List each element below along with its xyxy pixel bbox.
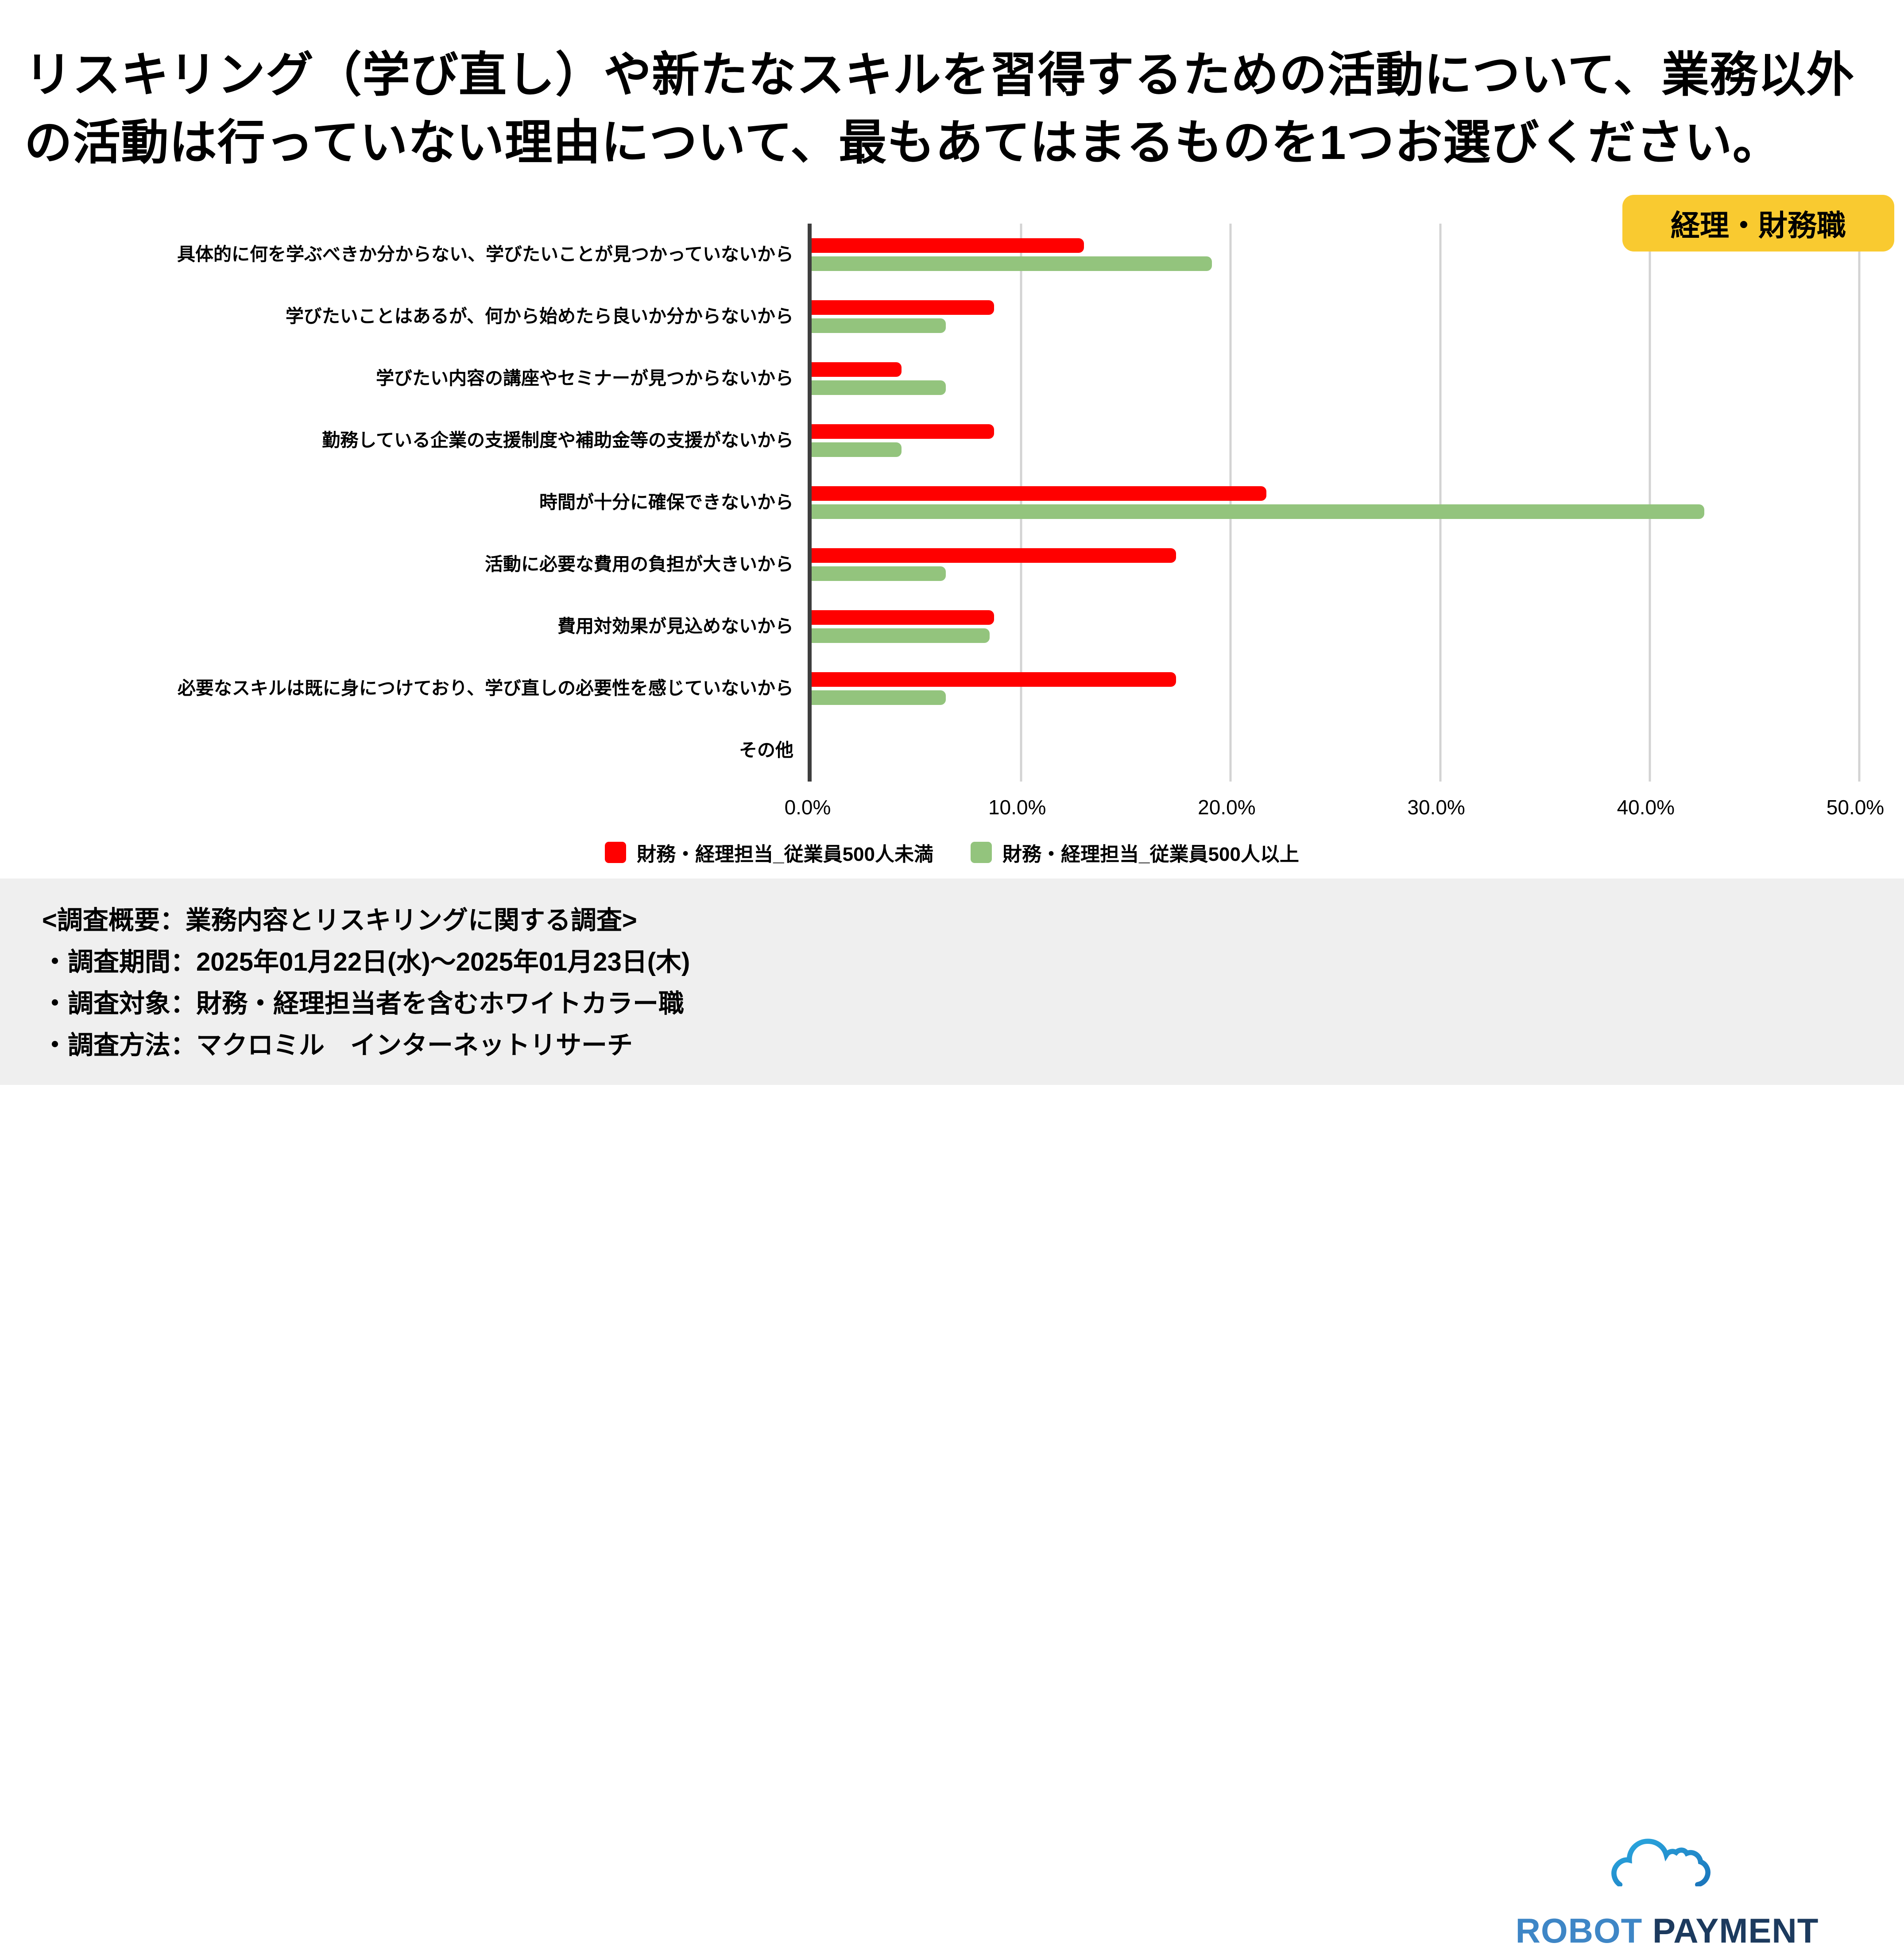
grid-line bbox=[1649, 224, 1651, 782]
bar-under-500 bbox=[812, 300, 994, 315]
category-label: 具体的に何を学ぶべきか分からない、学びたいことが見つかっていないから bbox=[177, 244, 793, 265]
bar-under-500 bbox=[812, 672, 1176, 687]
bar-under-500 bbox=[812, 238, 1084, 253]
x-axis-tick-labels: 0.0% 10.0% 20.0% 30.0% 40.0% 50.0% bbox=[785, 795, 1885, 824]
survey-summary-footer: <調査概要：業務内容とリスキリングに関する調査> ・調査期間：2025年01月2… bbox=[0, 879, 1904, 1950]
x-tick-label: 10.0% bbox=[988, 796, 1046, 819]
bar-row bbox=[812, 224, 1859, 286]
x-tick-label: 50.0% bbox=[1826, 796, 1885, 819]
legend-item: 財務・経理担当_従業員500人未満 bbox=[605, 838, 933, 867]
bar-over-500 bbox=[812, 256, 1212, 271]
bar-row bbox=[812, 472, 1859, 534]
bar-row bbox=[812, 348, 1859, 410]
cloud-icon bbox=[1611, 1839, 1711, 1886]
bar-over-500 bbox=[812, 504, 1704, 519]
grid-line bbox=[1858, 224, 1861, 782]
bar-under-500 bbox=[812, 610, 994, 625]
bar-chart-plot-area bbox=[808, 224, 1861, 782]
x-tick-label: 0.0% bbox=[784, 796, 831, 819]
grid-line bbox=[1020, 224, 1022, 782]
grid-line bbox=[1229, 224, 1232, 782]
x-tick-label: 30.0% bbox=[1407, 796, 1465, 819]
survey-method-line: ・調査方法：マクロミル インターネットリサーチ bbox=[42, 1031, 633, 1060]
chart-legend: 財務・経理担当_従業員500人未満 財務・経理担当_従業員500人以上 bbox=[0, 838, 1904, 867]
bar-over-500 bbox=[812, 442, 902, 457]
bar-under-500 bbox=[812, 424, 994, 439]
survey-target-line: ・調査対象：財務・経理担当者を含むホワイトカラー職 bbox=[42, 989, 685, 1018]
survey-summary-text: <調査概要：業務内容とリスキリングに関する調査> ・調査期間：2025年01月2… bbox=[42, 900, 690, 1066]
bar-row bbox=[812, 596, 1859, 658]
bar-row bbox=[812, 410, 1859, 472]
page-title: リスキリング（学び直し）や新たなスキルを習得するための活動について、業務以外の活… bbox=[24, 48, 1855, 170]
bar-rows bbox=[812, 224, 1859, 782]
legend-label: 財務・経理担当_従業員500人未満 bbox=[637, 844, 933, 865]
bar-under-500 bbox=[812, 362, 902, 377]
category-label: 必要なスキルは既に身につけており、学び直しの必要性を感じていないから bbox=[177, 678, 793, 699]
bar-over-500 bbox=[812, 380, 946, 395]
legend-label: 財務・経理担当_従業員500人以上 bbox=[1002, 844, 1299, 865]
category-label: 勤務している企業の支援制度や補助金等の支援がないから bbox=[322, 430, 793, 451]
category-label: 費用対効果が見込めないから bbox=[557, 616, 793, 637]
category-label: 活動に必要な費用の負担が大きいから bbox=[485, 554, 793, 575]
x-tick-label: 20.0% bbox=[1198, 796, 1256, 819]
x-tick-label: 40.0% bbox=[1617, 796, 1675, 819]
bar-row bbox=[812, 720, 1859, 782]
category-label: 学びたいことはあるが、何から始めたら良いか分からないから bbox=[285, 306, 793, 327]
category-label: 学びたい内容の講座やセミナーが見つからないから bbox=[376, 368, 793, 389]
logo-text: ROBOT PAYMENT bbox=[1492, 1911, 1842, 1951]
bar-under-500 bbox=[812, 548, 1176, 563]
bar-over-500 bbox=[812, 566, 946, 581]
legend-swatch bbox=[971, 842, 992, 863]
grid-line bbox=[1439, 224, 1442, 782]
logo-robot-text: ROBOT bbox=[1515, 1911, 1643, 1950]
category-label: その他 bbox=[739, 740, 793, 761]
legend-swatch bbox=[605, 842, 627, 863]
legend-item: 財務・経理担当_従業員500人以上 bbox=[971, 838, 1299, 867]
bar-over-500 bbox=[812, 690, 946, 705]
job-category-badge: 経理・財務職 bbox=[1622, 195, 1894, 252]
survey-period-line: ・調査期間：2025年01月22日(水)～2025年01月23日(木) bbox=[42, 948, 690, 976]
bar-row bbox=[812, 658, 1859, 720]
category-label: 時間が十分に確保できないから bbox=[539, 492, 793, 513]
bar-under-500 bbox=[812, 486, 1266, 501]
robot-payment-logo: ROBOT PAYMENT bbox=[1492, 1829, 1842, 1951]
bar-over-500 bbox=[812, 628, 990, 643]
logo-payment-text: PAYMENT bbox=[1652, 1911, 1819, 1950]
bar-over-500 bbox=[812, 318, 946, 333]
bar-row bbox=[812, 286, 1859, 348]
survey-summary-line: <調査概要：業務内容とリスキリングに関する調査> bbox=[42, 906, 637, 935]
category-labels: 具体的に何を学ぶべきか分からない、学びたいことが見つかっていないから学びたいこと… bbox=[35, 224, 793, 782]
bar-row bbox=[812, 534, 1859, 596]
